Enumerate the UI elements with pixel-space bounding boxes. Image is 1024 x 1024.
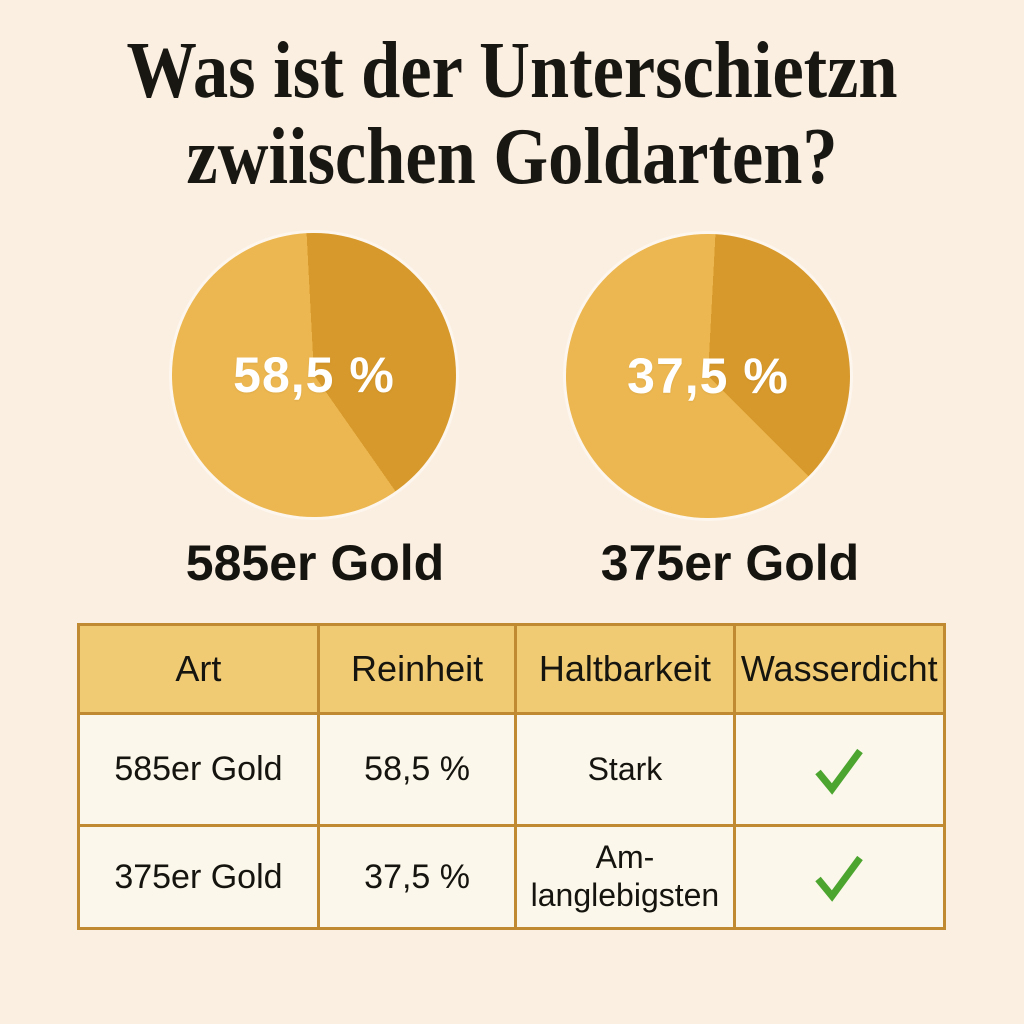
gold-comparison-table: Art Reinheit Haltbarkeit Wasserdicht 585…	[77, 623, 947, 930]
column-header-haltbarkeit: Haltbarkeit	[514, 623, 736, 715]
check-icon	[815, 855, 864, 902]
pie-chart-585er-gold: 58,5 %	[172, 233, 456, 517]
cell-wasserdicht-375	[732, 824, 947, 930]
check-icon	[815, 748, 864, 795]
cell-haltbarkeit-375: Am- langlebigsten	[514, 824, 736, 930]
table-row: 585er Gold 58,5 % Stark	[77, 712, 947, 827]
cell-wasserdicht-585	[732, 712, 947, 827]
cell-haltbarkeit-585: Stark	[514, 712, 736, 827]
column-header-art: Art	[77, 623, 320, 715]
column-header-wasserdicht: Wasserdicht	[732, 623, 947, 715]
pie-value-label-585: 58,5 %	[233, 347, 395, 403]
cell-reinheit-585: 58,5 %	[316, 712, 518, 827]
table-row: 375er Gold 37,5 % Am- langlebigsten	[77, 824, 947, 930]
pie-value-label-375: 37,5 %	[627, 348, 789, 404]
pie-chart-375er-gold: 37,5 %	[566, 234, 850, 518]
column-header-reinheit: Reinheit	[316, 623, 518, 715]
cell-reinheit-375: 37,5 %	[316, 824, 518, 930]
cell-art-585: 585er Gold	[77, 712, 320, 827]
pie-caption-585er-gold: 585er Gold	[185, 535, 445, 591]
pie-caption-375er-gold: 375er Gold	[600, 535, 860, 591]
table-header-row: Art Reinheit Haltbarkeit Wasserdicht	[77, 623, 947, 715]
page-title-line1: Was ist der Unterschietzn	[126, 27, 898, 115]
cell-art-375: 375er Gold	[77, 824, 320, 930]
page-title-line2: zwiischen Goldarten?	[186, 113, 838, 202]
page-title: Was ist der Unterschietzn zwiischen Gold…	[61, 28, 962, 201]
